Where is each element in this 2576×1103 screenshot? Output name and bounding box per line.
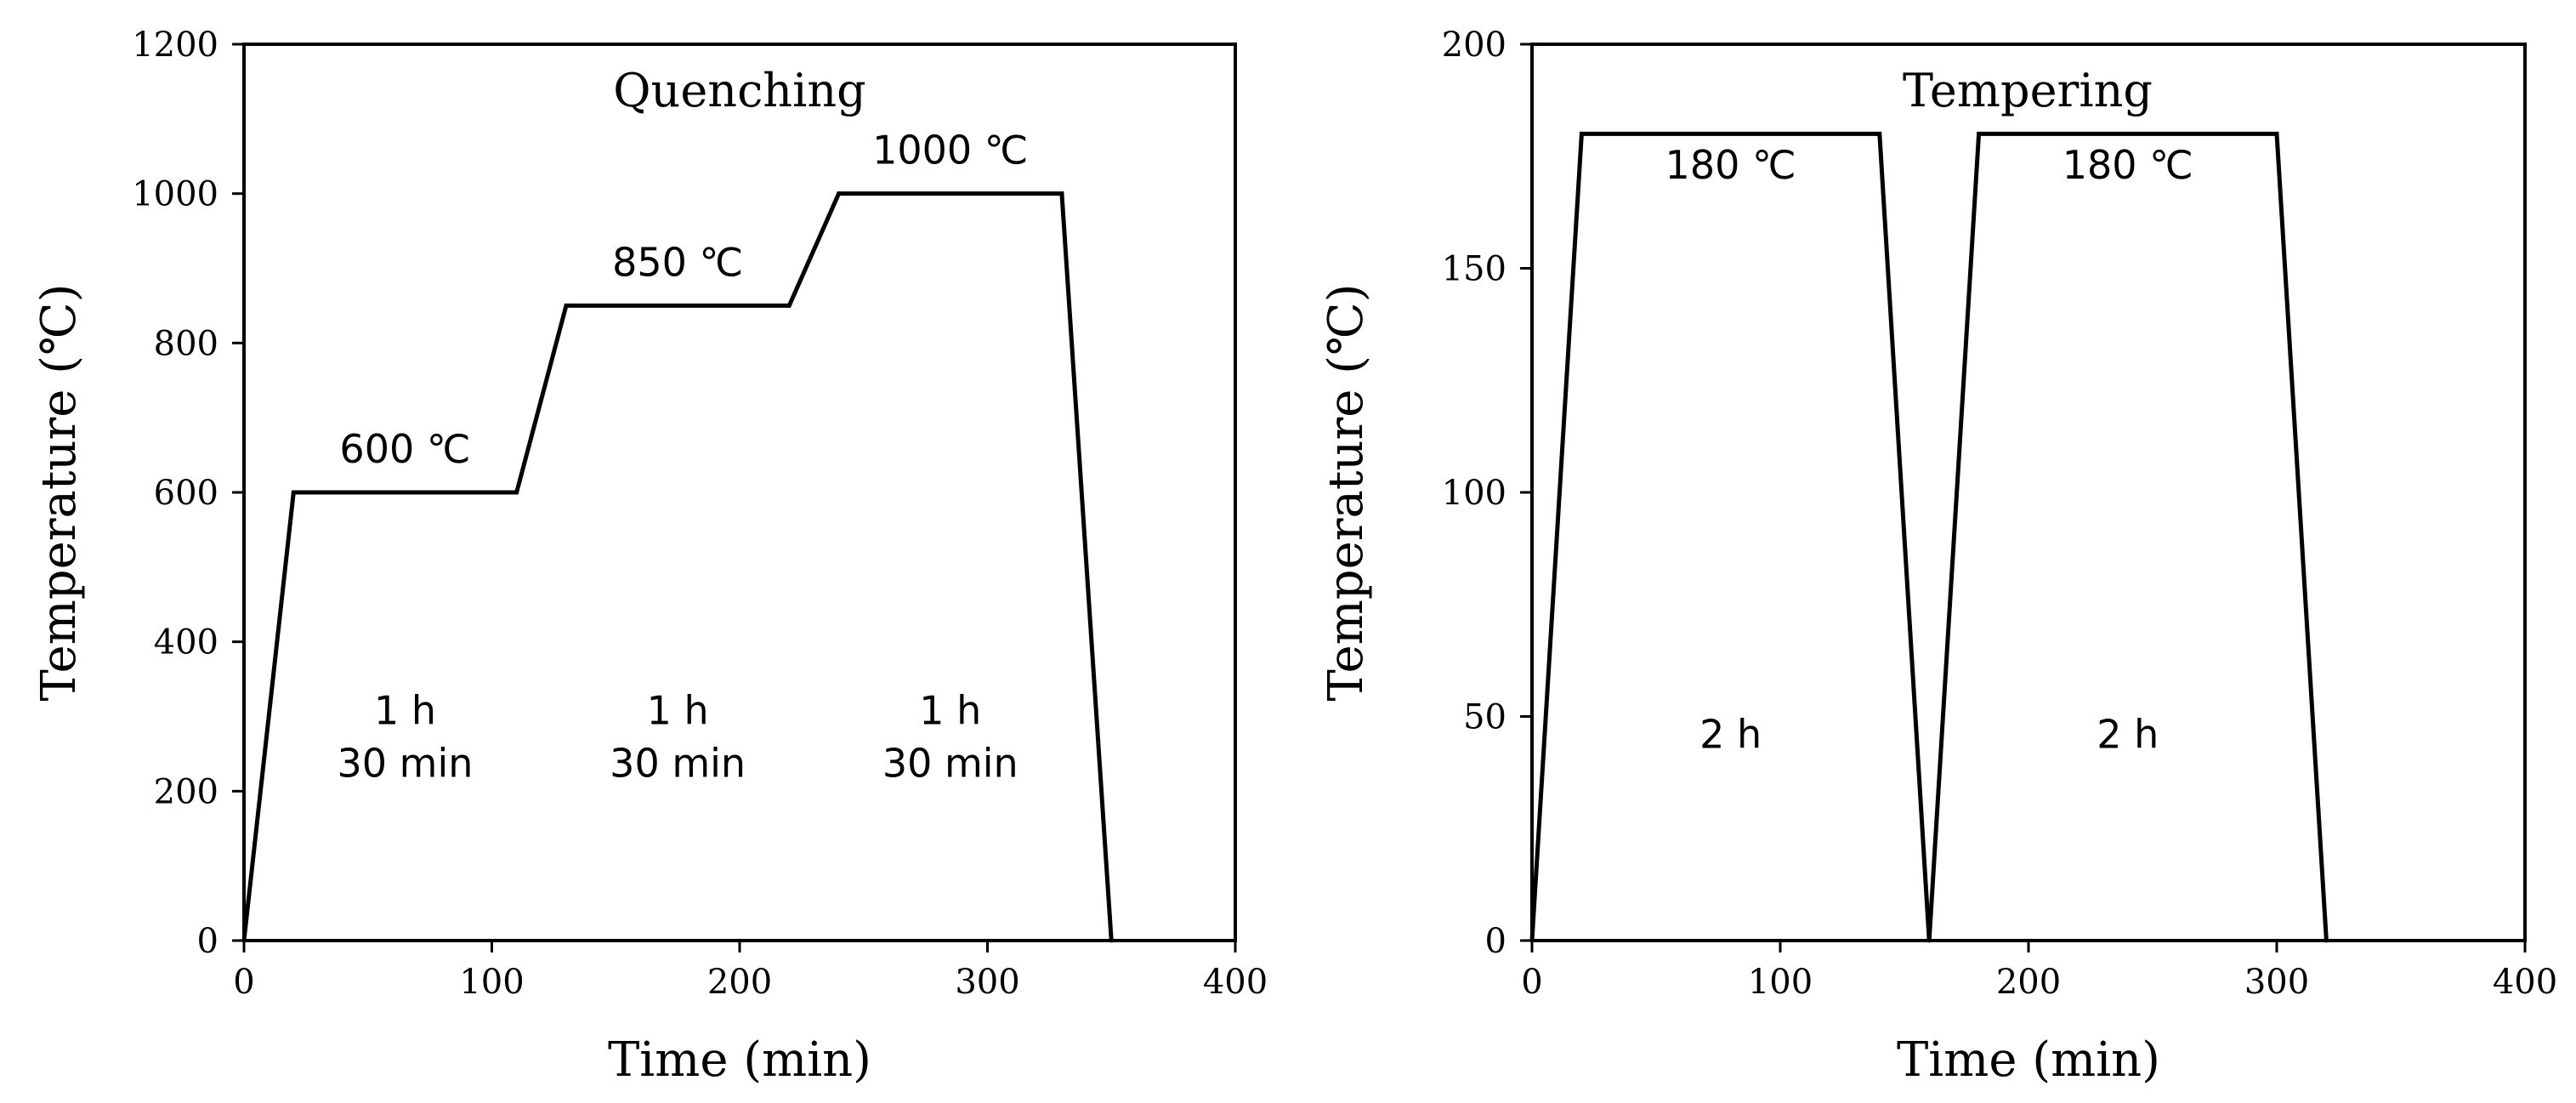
y-tick-label: 400 (154, 623, 218, 662)
data-point (837, 191, 842, 196)
x-tick-label: 200 (707, 963, 772, 1002)
y-tick-label: 0 (197, 922, 218, 961)
x-tick-label: 300 (955, 963, 1019, 1002)
duration-label: 30 min (882, 740, 1018, 786)
data-point (786, 303, 792, 308)
y-tick-label: 200 (154, 772, 218, 811)
x-tick-label: 0 (233, 963, 254, 1002)
y-tick-label: 100 (1442, 474, 1506, 513)
x-tick-label: 0 (1521, 963, 1542, 1002)
duration-label: 1 h (374, 687, 436, 733)
y-axis-title: Temperature (℃) (31, 283, 87, 701)
y-tick-label: 1000 (132, 175, 218, 214)
y-tick-label: 800 (154, 324, 218, 363)
y-tick-label: 200 (1442, 26, 1506, 65)
chart-title: Tempering (1903, 64, 2153, 117)
temperature-label: 1000 ℃ (872, 128, 1028, 173)
y-tick-label: 150 (1442, 250, 1506, 289)
y-axis-title: Temperature (℃) (1319, 283, 1374, 701)
data-point (1877, 131, 1882, 136)
x-tick-label: 100 (1748, 963, 1813, 1002)
data-point (2324, 938, 2329, 943)
duration-label: 2 h (2097, 711, 2159, 757)
data-point (1109, 938, 1114, 943)
data-point (514, 490, 519, 495)
temperature-label: 600 ℃ (339, 426, 470, 472)
data-point (1059, 191, 1064, 196)
x-tick-label: 200 (1996, 963, 2061, 1002)
x-tick-label: 400 (1203, 963, 1268, 1002)
chart-title: Quenching (613, 64, 865, 117)
x-tick-label: 300 (2244, 963, 2309, 1002)
x-tick-label: 100 (459, 963, 524, 1002)
x-axis-title: Time (min) (608, 1032, 871, 1088)
y-tick-label: 50 (1463, 698, 1506, 737)
duration-label: 1 h (919, 687, 981, 733)
temperature-profile-line (241, 191, 1114, 941)
data-point (564, 303, 569, 308)
temperature-label: 180 ℃ (2063, 142, 2193, 188)
chart-panel-1: 0 100 200 300 400 0 200 400 600 800 1000 1200 Time (… (31, 26, 1268, 1088)
x-tick-label: 400 (2493, 963, 2557, 1002)
data-point (1977, 131, 1982, 136)
duration-label: 1 h (647, 687, 709, 733)
duration-label: 30 min (610, 740, 746, 786)
temperature-label: 180 ℃ (1665, 142, 1796, 188)
data-point (1529, 938, 1535, 943)
data-point (1926, 938, 1932, 943)
duration-label: 2 h (1699, 711, 1762, 757)
data-point (1579, 131, 1584, 136)
y-tick-label: 0 (1485, 922, 1506, 961)
y-tick-label: 600 (154, 474, 218, 513)
x-axis-title: Time (min) (1897, 1032, 2160, 1088)
duration-label: 30 min (338, 740, 474, 786)
chart-panel-2: 0 100 200 300 400 0 50 100 150 200 Time (min) Tempe… (1319, 26, 2557, 1088)
temperature-label: 850 ℃ (612, 239, 743, 285)
data-point (2274, 131, 2279, 136)
data-point (291, 490, 296, 495)
data-point (241, 938, 247, 943)
y-tick-label: 1200 (132, 26, 218, 65)
